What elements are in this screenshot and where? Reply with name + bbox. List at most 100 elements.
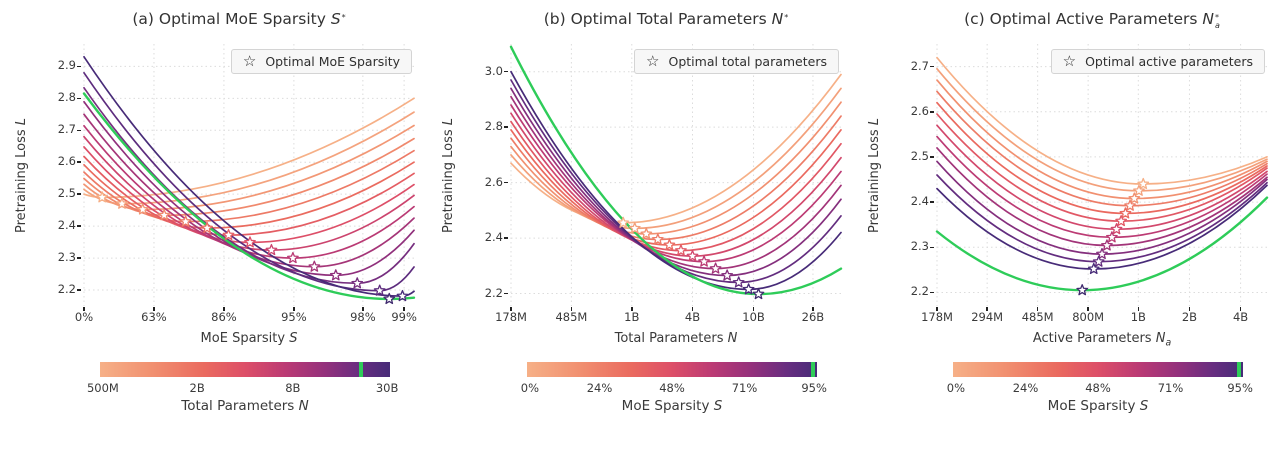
x-tick-label: 63%: [141, 310, 167, 324]
x-tick-label: 485M: [1021, 310, 1054, 324]
x-tick-mark: [1188, 307, 1191, 311]
x-tick-mark: [936, 307, 938, 311]
x-tick-mark: [1036, 307, 1039, 311]
optimum-star-marker: [732, 276, 745, 288]
x-tick-mark: [1239, 307, 1242, 311]
colorbar-gradient: [953, 362, 1243, 377]
optimum-star-marker: [617, 216, 630, 228]
y-tick-label: 2.4: [910, 194, 929, 209]
panel-b-xlabel: Total Parameters N: [614, 331, 738, 346]
optimum-star-marker: [1133, 184, 1145, 196]
y-tick-mark: [77, 193, 81, 195]
panel-a-legend: ☆ Optimal MoE Sparsity: [230, 49, 412, 74]
y-tick-label: 3.0: [484, 63, 503, 78]
y-tick-mark: [504, 70, 508, 73]
optimum-star-marker: [709, 262, 722, 274]
optimum-star-marker: [1096, 247, 1108, 260]
title-supsub: *: [784, 12, 789, 22]
loss-curve: [510, 73, 842, 224]
panel-c-xlabel: Active Parameters Na: [1032, 331, 1172, 349]
colorbar-tick-label: 500M: [86, 381, 119, 395]
optimum-star-marker: [640, 227, 653, 240]
y-tick-label: 2.5: [57, 186, 76, 201]
optimal-frontier-curve: [509, 45, 843, 296]
panel-a-title: (a) Optimal MoE Sparsity S *: [64, 10, 414, 28]
x-tick-mark: [752, 307, 755, 311]
x-tick-mark: [153, 307, 155, 311]
optimum-star-marker: [308, 260, 321, 272]
y-tick-label: 2.4: [57, 218, 76, 233]
colorbar-tick-label: 95%: [801, 381, 827, 395]
panel-b-title: (b) Optimal Total Parameters N *: [491, 10, 841, 28]
x-tick-mark: [223, 307, 225, 311]
colorbar-tick-label: 95%: [1227, 381, 1253, 395]
panel-b-plot: ☆ Optimal total parameters 178M 485M 1B 4B 10…: [485, 44, 843, 324]
y-tick-label: 2.7: [910, 58, 929, 73]
optimum-star-marker: [383, 292, 396, 305]
x-tick-mark: [293, 307, 295, 311]
optimum-star-marker: [1119, 207, 1132, 219]
loss-curve: [83, 100, 415, 277]
legend-label: Optimal active parameters: [1085, 54, 1253, 69]
y-tick-label: 2.3: [910, 239, 929, 254]
title-supsub: * a: [1215, 12, 1220, 31]
title-text: (c) Optimal Active Parameters: [964, 10, 1203, 28]
optimum-star-marker: [1087, 262, 1100, 275]
optimum-star-marker: [136, 203, 149, 215]
optimum-star-marker: [96, 191, 109, 203]
loss-curve: [510, 95, 842, 270]
x-tick-label: 4B: [684, 310, 701, 324]
y-tick-mark: [77, 257, 81, 259]
panel-a: (a) Optimal MoE Sparsity S * Pretraining …: [0, 0, 427, 455]
y-tick-label: 2.9: [57, 58, 76, 73]
loss-curve: [936, 90, 1268, 207]
panel-a-xlabel: MoE Sparsity S: [200, 331, 298, 346]
y-tick-label: 2.7: [57, 122, 76, 137]
loss-curve: [510, 87, 842, 230]
colorbar-tick-label: 0%: [520, 381, 540, 395]
plot-canvas: [509, 44, 843, 306]
x-tick-label: 1B: [1130, 310, 1146, 324]
x-tick-label: 2B: [1181, 310, 1198, 324]
y-tick-mark: [77, 129, 81, 132]
panel-c-legend: ☆ Optimal active parameters: [1050, 49, 1265, 74]
x-tick-label: 485M: [555, 310, 588, 324]
optimum-star-marker: [663, 238, 676, 251]
panel-b-colorbar: MoE Sparsity S 0% 24% 48% 71% 95%: [521, 362, 827, 422]
x-tick-mark: [1137, 307, 1140, 311]
x-tick-mark: [83, 307, 85, 311]
title-text: (a) Optimal MoE Sparsity: [132, 10, 331, 28]
y-tick-label: 2.5: [910, 148, 929, 163]
y-tick-mark: [930, 246, 934, 249]
legend-label: Optimal total parameters: [668, 54, 828, 69]
y-tick-mark: [504, 292, 508, 295]
panel-c-plot: ☆ Optimal active parameters 178M 294M 485M 8…: [911, 44, 1269, 324]
y-tick-mark: [77, 161, 81, 163]
colorbar-tick-label: 2B: [189, 381, 205, 395]
star-icon: ☆: [1062, 52, 1077, 70]
optimum-star-marker: [1128, 192, 1141, 204]
optimum-star-marker: [351, 277, 364, 289]
colorbar-tick-label: 24%: [1012, 381, 1039, 395]
loss-curve: [83, 113, 415, 268]
title-math-var: S: [330, 10, 341, 28]
y-tick-mark: [930, 201, 934, 203]
optimum-star-marker: [742, 283, 755, 295]
loss-curve: [936, 56, 1268, 185]
x-tick-mark: [691, 307, 694, 311]
loss-curve: [83, 71, 415, 292]
title-text: (b) Optimal Total Parameters: [543, 10, 772, 28]
panel-c-title: (c) Optimal Active Parameters N * a: [917, 10, 1267, 31]
colorbar-label: MoE Sparsity S: [1047, 398, 1149, 414]
panel-a-plot: ☆ Optimal MoE Sparsity 0% 63% 86% 95% 98% 99% 2…: [58, 44, 417, 324]
x-tick-mark: [986, 307, 988, 311]
colorbar-label: Total Parameters N: [181, 398, 309, 414]
x-tick-mark: [812, 307, 814, 311]
optimum-star-marker: [651, 233, 664, 245]
loss-curve: [936, 101, 1268, 215]
y-tick-mark: [930, 65, 934, 68]
optimum-star-marker: [373, 284, 386, 296]
loss-curve: [510, 87, 842, 277]
x-tick-mark: [570, 307, 573, 311]
panel-c-colorbar: MoE Sparsity S 0% 24% 48% 71% 95%: [947, 362, 1253, 422]
